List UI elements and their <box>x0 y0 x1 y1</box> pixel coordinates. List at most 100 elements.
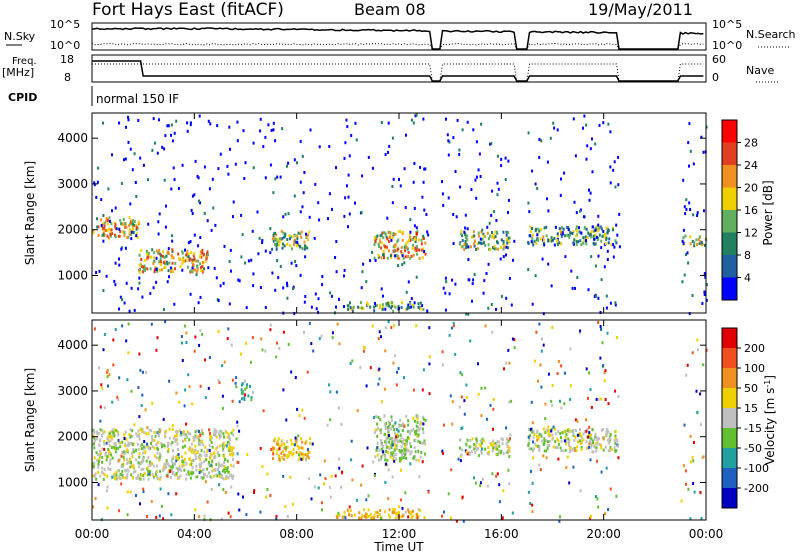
power-noise-cell <box>573 200 576 204</box>
power-cell <box>188 258 191 262</box>
velocity-cell <box>614 441 617 445</box>
velocity-cell <box>130 441 133 445</box>
velocity-cell <box>221 444 224 448</box>
power-cell <box>299 244 302 248</box>
velocity-noise-cell <box>351 359 354 363</box>
velocity-cell <box>415 414 418 418</box>
velocity-noise-cell <box>221 406 224 410</box>
power-cell <box>178 257 181 261</box>
velocity-cell <box>607 438 610 442</box>
velocity-noise-cell <box>560 406 563 410</box>
velocity-cell <box>102 431 105 435</box>
velocity-noise-cell <box>278 347 281 350</box>
velocity-noise-cell <box>218 453 221 457</box>
velocity-cell <box>399 419 402 422</box>
velocity-cell <box>554 446 557 449</box>
velocity-noise-cell <box>97 483 100 487</box>
power-cell <box>132 227 135 231</box>
velocity-cell <box>95 430 98 434</box>
velocity-noise-cell <box>108 373 111 377</box>
velocity-noise-cell <box>588 431 591 435</box>
velocity-noise-cell <box>133 423 136 427</box>
velocity-cell <box>473 442 476 446</box>
power-noise-cell <box>617 155 620 159</box>
power-cell <box>181 257 184 261</box>
velocity-cell <box>528 447 531 451</box>
velocity-cell <box>283 453 286 457</box>
velocity-cell <box>596 438 599 442</box>
velocity-cell <box>170 460 173 464</box>
velocity-cell <box>127 460 130 464</box>
power-cell <box>132 231 135 234</box>
velocity-cell <box>213 431 216 435</box>
power-cell <box>305 234 308 238</box>
power-noise-cell <box>240 255 243 259</box>
freq-panel: Freq. [MHz] 18 8 60 0 Nave <box>2 53 778 84</box>
power-noise-cell <box>173 302 176 306</box>
freq-series <box>92 60 704 82</box>
velocity-noise-cell <box>599 325 602 328</box>
power-cell <box>138 263 141 267</box>
velocity-cell <box>214 455 217 459</box>
velocity-noise-cell <box>535 330 538 334</box>
power-cell <box>506 241 509 245</box>
power-cell <box>410 254 413 258</box>
velocity-cell <box>101 434 103 438</box>
power-cell <box>274 237 277 241</box>
power-cell <box>191 258 194 262</box>
power-cell <box>393 250 396 254</box>
velocity-cell <box>111 428 114 432</box>
power-cell <box>493 247 496 251</box>
velocity-cell <box>108 444 111 447</box>
velocity-cell <box>113 472 116 476</box>
velocity-colorbar-label: Velocity [m s-1] <box>763 375 778 465</box>
velocity-cell <box>230 463 233 467</box>
power-noise-cell <box>553 237 556 240</box>
velocity-cell <box>393 428 395 432</box>
velocity-cell <box>223 467 226 471</box>
power-noise-cell <box>161 145 164 149</box>
power-cell <box>406 255 409 259</box>
velocity-noise-cell <box>201 332 204 336</box>
power-noise-cell <box>391 136 394 140</box>
velocity-cell <box>183 444 186 448</box>
velocity-noise-cell <box>600 470 603 474</box>
velocity-cell <box>528 427 530 431</box>
power-cell <box>158 268 161 272</box>
velocity-noise-cell <box>387 497 390 501</box>
power-cell <box>508 236 511 240</box>
power-noise-cell <box>314 292 317 296</box>
power-cell <box>547 239 550 243</box>
velocity-noise-cell <box>188 385 191 388</box>
velocity-noise-cell <box>97 460 100 464</box>
power-noise-cell <box>198 199 200 203</box>
power-cell <box>146 267 149 271</box>
power-noise-cell <box>292 287 294 291</box>
power-cell <box>366 303 369 307</box>
velocity-cell <box>231 475 233 479</box>
velocity-noise-cell <box>513 337 516 341</box>
velocity-cell <box>405 442 408 446</box>
power-noise-cell <box>405 290 408 294</box>
velocity-noise-cell <box>318 337 321 341</box>
velocity-cell <box>278 458 281 462</box>
velocity-noise-cell <box>507 468 510 472</box>
power-noise-cell <box>575 211 578 215</box>
velocity-cell <box>168 436 171 440</box>
power-cell <box>150 255 152 259</box>
power-cell <box>508 240 511 244</box>
power-noise-cell <box>318 218 321 222</box>
power-noise-cell <box>142 163 145 167</box>
velocity-cell <box>382 445 385 448</box>
velocity-cell <box>107 466 110 470</box>
velocity-cell <box>349 509 352 512</box>
power-cell <box>203 267 205 271</box>
velocity-cell <box>164 429 167 433</box>
power-cell <box>594 233 597 237</box>
velocity-cell <box>112 431 115 435</box>
power-cell <box>117 234 120 238</box>
velocity-noise-cell <box>579 489 582 493</box>
velocity-noise-cell <box>479 484 482 488</box>
velocity-cell <box>506 444 509 448</box>
velocity-noise-cell <box>367 494 370 498</box>
